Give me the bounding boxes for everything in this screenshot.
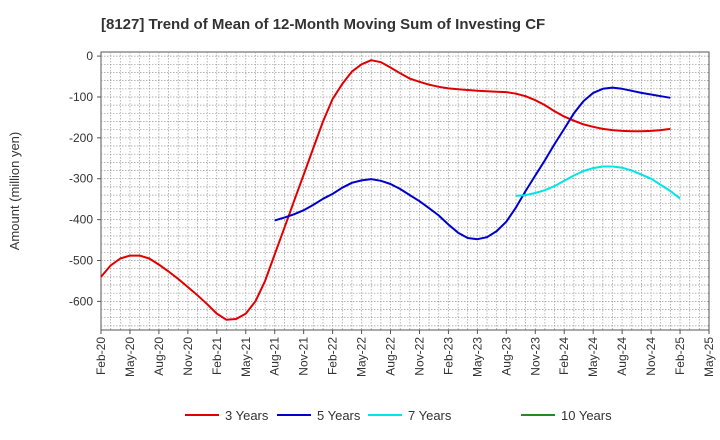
series-lines <box>100 59 681 321</box>
x-tick-label: May-25 <box>702 337 716 377</box>
x-tick-label: May-22 <box>355 337 369 377</box>
series-line-3-years <box>100 59 671 321</box>
x-tick-label: Feb-22 <box>326 337 340 375</box>
x-tick-label: Nov-24 <box>644 337 658 376</box>
chart-title: [8127] Trend of Mean of 12-Month Moving … <box>101 16 545 33</box>
x-tick-label: Feb-20 <box>94 337 108 375</box>
x-tick-label: Aug-23 <box>499 337 513 376</box>
y-tick-label: 0 <box>86 49 93 63</box>
series-line-7-years <box>515 165 681 200</box>
y-tick-label: -400 <box>69 213 93 227</box>
x-tick-label: May-21 <box>239 337 253 377</box>
x-tick-label: May-23 <box>470 337 484 377</box>
x-tick-label: Feb-25 <box>673 337 687 375</box>
x-tick-label: May-20 <box>123 337 137 377</box>
y-tick-label: -600 <box>69 294 93 308</box>
x-tick-label: Feb-21 <box>210 337 224 375</box>
x-tick-label: Aug-22 <box>384 337 398 376</box>
x-axis: Feb-20 May-20 Aug-20 Nov-20 Feb-21 May-21 Aug-… <box>94 330 716 377</box>
y-tick-label: -100 <box>69 90 93 104</box>
x-tick-label: Feb-23 <box>441 337 455 375</box>
y-tick-label: -300 <box>69 172 93 186</box>
x-tick-label: Nov-23 <box>528 337 542 376</box>
x-tick-label: Feb-24 <box>557 337 571 375</box>
legend-label: 10 Years <box>561 408 612 423</box>
legend-label: 7 Years <box>408 408 452 423</box>
grid <box>101 52 709 330</box>
y-axis-label: Amount (million yen) <box>7 132 22 251</box>
series-line-5-years <box>274 86 671 241</box>
legend: 3 Years 5 Years 7 Years 10 Years <box>185 408 612 423</box>
x-tick-label: Nov-20 <box>181 337 195 376</box>
x-tick-label: Nov-21 <box>297 337 311 376</box>
y-tick-label: -500 <box>69 254 93 268</box>
y-tick-label: -200 <box>69 131 93 145</box>
x-tick-label: Aug-21 <box>268 337 282 376</box>
x-tick-label: Nov-22 <box>413 337 427 376</box>
x-tick-label: Aug-20 <box>152 337 166 376</box>
x-tick-label: May-24 <box>586 337 600 377</box>
legend-label: 5 Years <box>317 408 361 423</box>
y-axis: 0 -100 -200 -300 -400 -500 -600 <box>69 49 101 308</box>
x-tick-label: Aug-24 <box>615 337 629 376</box>
legend-label: 3 Years <box>225 408 269 423</box>
